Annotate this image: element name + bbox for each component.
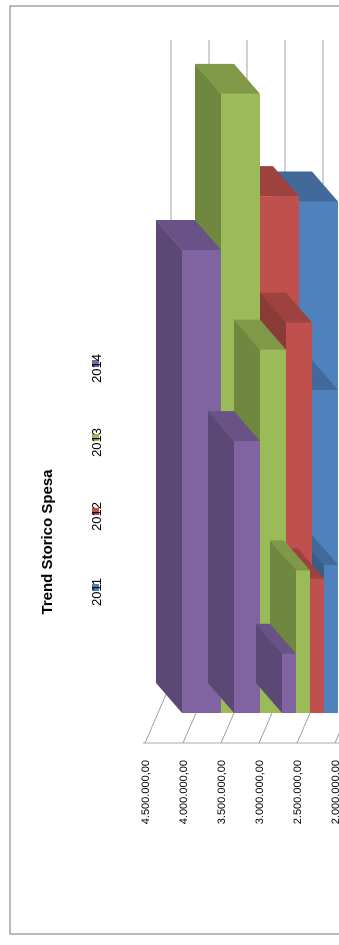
legend-item-2014: 2014 <box>89 354 104 383</box>
legend-swatch <box>92 584 99 591</box>
legend-swatch <box>92 434 99 441</box>
legend-label: 2012 <box>89 502 104 531</box>
bar-end <box>260 292 312 323</box>
legend-label: 2011 <box>89 578 104 606</box>
bar-front <box>324 564 338 713</box>
y-tick-label: 4.000.000,00 <box>178 760 190 824</box>
bar-end <box>195 63 260 94</box>
bar-front <box>310 578 324 713</box>
y-tick-label: 3.500.000,00 <box>216 760 228 824</box>
y-tick-label: 3.000.000,00 <box>254 760 266 824</box>
legend-item-2013: 2013 <box>89 428 104 457</box>
legend-swatch <box>92 508 99 515</box>
bar-2014-1 <box>156 219 221 713</box>
legend-label: 2014 <box>89 354 104 383</box>
bar-end <box>156 219 221 250</box>
bar-front <box>282 653 296 713</box>
bar-end <box>273 171 338 202</box>
y-tick-label: 2.500.000,00 <box>292 760 304 824</box>
bar-end <box>234 319 286 350</box>
legend-swatch <box>92 360 99 367</box>
legend-item-2012: 2012 <box>89 502 104 531</box>
bar-2014-2 <box>208 411 260 713</box>
bar-front <box>296 570 310 713</box>
bar-side <box>208 411 234 713</box>
y-axis-ticks: 4.500.000,00 4.000.000,00 3.500.000,00 3.00… <box>140 742 339 824</box>
bar-front <box>234 441 260 713</box>
y-tick-label: 2.000.000,00 <box>330 760 339 824</box>
bar-2014-3 <box>256 623 296 713</box>
y-tick-label: 4.500.000,00 <box>140 760 152 824</box>
bar-side <box>156 219 182 713</box>
bar-end <box>270 540 310 571</box>
chart-rotated-group: 4.500.000,00 4.000.000,00 3.500.000,00 3.00… <box>140 40 339 824</box>
bar-side <box>256 623 282 713</box>
bars <box>156 63 338 714</box>
legend-item-2011: 2011 <box>89 578 104 606</box>
bar-end <box>208 411 260 442</box>
bar-end <box>256 623 296 654</box>
chart-legend: 2011 2012 2013 2014 <box>89 354 104 606</box>
legend-label: 2013 <box>89 428 104 457</box>
chart-title: Trend Storico Spesa <box>39 469 56 615</box>
